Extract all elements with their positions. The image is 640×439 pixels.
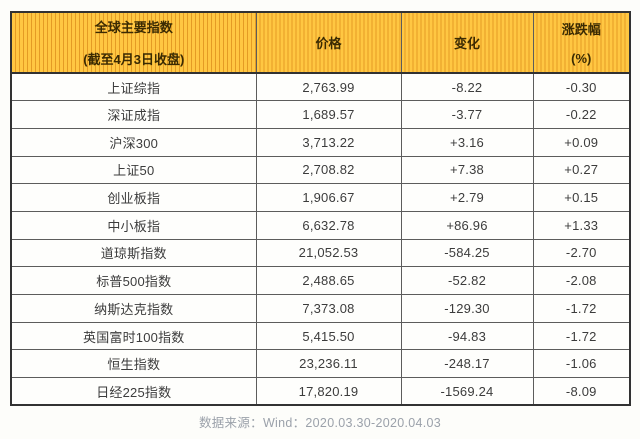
- change-cell: -1569.24: [400, 377, 534, 406]
- pct-cell: -1.72: [532, 321, 631, 351]
- table-row: 沪深300 3,713.22 +3.16 +0.09: [10, 127, 631, 157]
- table-row: 标普500指数 2,488.65 -52.82 -2.08: [10, 266, 631, 295]
- change-cell: -94.83: [400, 321, 534, 351]
- change-cell: -248.17: [400, 349, 534, 379]
- global-indices-table: 全球主要指数 (截至4月3日收盘) 价格 变化 涨跌幅 (%) 上证综指 2,7…: [10, 11, 631, 407]
- pct-cell: +0.27: [532, 155, 631, 185]
- pct-cell: -8.09: [532, 377, 631, 406]
- pct-cell: -1.72: [532, 294, 631, 323]
- pct-cell: +1.33: [532, 210, 631, 240]
- index-name-cell: 纳斯达克指数: [10, 294, 257, 323]
- price-cell: 7,373.08: [255, 294, 402, 323]
- table-row: 英国富时100指数 5,415.50 -94.83 -1.72: [10, 321, 631, 351]
- pct-cell: -0.22: [532, 100, 631, 129]
- pct-cell: -2.08: [532, 266, 631, 295]
- price-cell: 5,415.50: [255, 321, 402, 351]
- price-cell: 1,689.57: [255, 100, 402, 129]
- table-row: 中小板指 6,632.78 +86.96 +1.33: [10, 210, 631, 240]
- index-name-cell: 深证成指: [10, 100, 257, 129]
- header-index-subtitle: (截至4月3日收盘): [83, 52, 185, 67]
- price-cell: 23,236.11: [255, 349, 402, 379]
- index-name-cell: 中小板指: [10, 210, 257, 240]
- header-pct: 涨跌幅 (%): [532, 11, 631, 74]
- price-cell: 6,632.78: [255, 210, 402, 240]
- header-pct-title: 涨跌幅: [561, 22, 601, 37]
- index-name-cell: 上证50: [10, 155, 257, 185]
- index-name-cell: 创业板指: [10, 183, 257, 212]
- table-row: 深证成指 1,689.57 -3.77 -0.22: [10, 100, 631, 129]
- pct-cell: +0.09: [532, 127, 631, 157]
- header-index-name: 全球主要指数 (截至4月3日收盘): [10, 11, 257, 74]
- price-cell: 2,708.82: [255, 155, 402, 185]
- price-cell: 1,906.67: [255, 183, 402, 212]
- price-cell: 2,488.65: [255, 266, 402, 295]
- change-cell: -52.82: [400, 266, 534, 295]
- table-row: 恒生指数 23,236.11 -248.17 -1.06: [10, 349, 631, 379]
- change-cell: -129.30: [400, 294, 534, 323]
- table-row: 上证综指 2,763.99 -8.22 -0.30: [10, 72, 631, 102]
- index-name-cell: 恒生指数: [10, 349, 257, 379]
- header-change: 变化: [400, 11, 534, 74]
- price-cell: 21,052.53: [255, 238, 402, 268]
- index-name-cell: 沪深300: [10, 127, 257, 157]
- table-row: 上证50 2,708.82 +7.38 +0.27: [10, 155, 631, 185]
- header-index-title: 全球主要指数: [94, 20, 173, 35]
- price-cell: 3,713.22: [255, 127, 402, 157]
- pct-cell: -0.30: [532, 72, 631, 102]
- index-name-cell: 道琼斯指数: [10, 238, 257, 268]
- change-cell: +2.79: [400, 183, 534, 212]
- pct-cell: -1.06: [532, 349, 631, 379]
- change-cell: +3.16: [400, 127, 534, 157]
- index-name-cell: 标普500指数: [10, 266, 257, 295]
- change-cell: -584.25: [400, 238, 534, 268]
- price-cell: 2,763.99: [255, 72, 402, 102]
- header-price: 价格: [255, 11, 402, 74]
- index-name-cell: 上证综指: [10, 72, 257, 102]
- pct-cell: -2.70: [532, 238, 631, 268]
- table-row: 纳斯达克指数 7,373.08 -129.30 -1.72: [10, 294, 631, 323]
- table-row: 创业板指 1,906.67 +2.79 +0.15: [10, 183, 631, 212]
- index-name-cell: 英国富时100指数: [10, 321, 257, 351]
- change-cell: +7.38: [400, 155, 534, 185]
- change-cell: +86.96: [400, 210, 534, 240]
- table-row: 道琼斯指数 21,052.53 -584.25 -2.70: [10, 238, 631, 268]
- table-row: 日经225指数 17,820.19 -1569.24 -8.09: [10, 377, 631, 406]
- change-cell: -3.77: [400, 100, 534, 129]
- data-source-note: 数据来源：Wind：2020.03.30-2020.04.03: [198, 416, 442, 430]
- header-row: 全球主要指数 (截至4月3日收盘) 价格 变化 涨跌幅 (%): [10, 11, 631, 74]
- index-name-cell: 日经225指数: [10, 377, 257, 406]
- header-pct-unit: (%): [571, 51, 592, 66]
- change-cell: -8.22: [400, 72, 534, 102]
- price-cell: 17,820.19: [255, 377, 402, 406]
- pct-cell: +0.15: [532, 183, 631, 212]
